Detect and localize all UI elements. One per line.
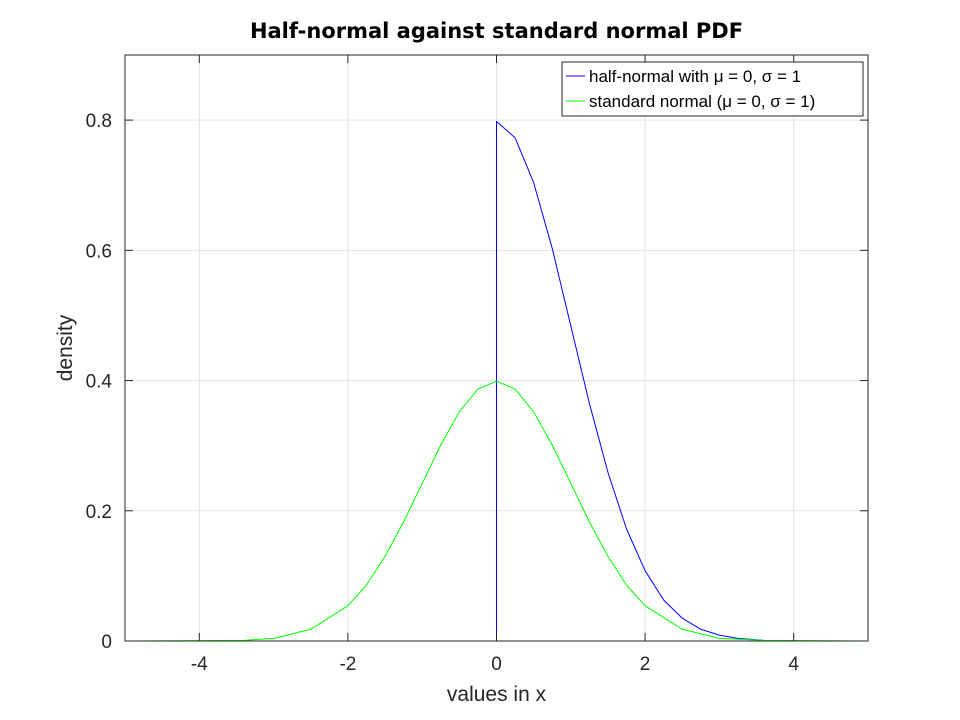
legend-label: half-normal with μ = 0, σ = 1 xyxy=(589,67,801,86)
x-tick-label: 2 xyxy=(640,654,651,675)
series-line-2 xyxy=(124,380,869,642)
x-tick-label: 0 xyxy=(491,654,502,675)
series-layer xyxy=(124,120,869,642)
y-axis-label: density xyxy=(54,314,77,381)
x-axis-label: values in x xyxy=(447,683,547,706)
x-tick-label: -2 xyxy=(339,654,356,675)
x-tick-label: 4 xyxy=(788,654,799,675)
legend-box xyxy=(561,61,864,117)
y-tick-label: 0 xyxy=(101,632,112,653)
y-tick-label: 0.2 xyxy=(86,502,112,523)
y-tick-label: 0.8 xyxy=(86,111,112,132)
chart-title: Half-normal against standard normal PDF xyxy=(250,19,743,43)
y-tick-label: 0.6 xyxy=(86,241,112,262)
x-tick-label: -4 xyxy=(191,654,208,675)
series-line-1 xyxy=(125,120,765,642)
y-tick-label: 0.4 xyxy=(86,372,113,393)
ticks: -4 -2 0 2 4 0 0.2 0.4 0.6 0.8 xyxy=(86,55,868,675)
plot-area: -4 -2 0 2 4 0 0.2 0.4 0.6 0.8 xyxy=(86,54,869,675)
legend-label: standard normal (μ = 0, σ = 1) xyxy=(589,92,815,111)
legend: half-normal with μ = 0, σ = 1 standard no… xyxy=(561,61,864,117)
